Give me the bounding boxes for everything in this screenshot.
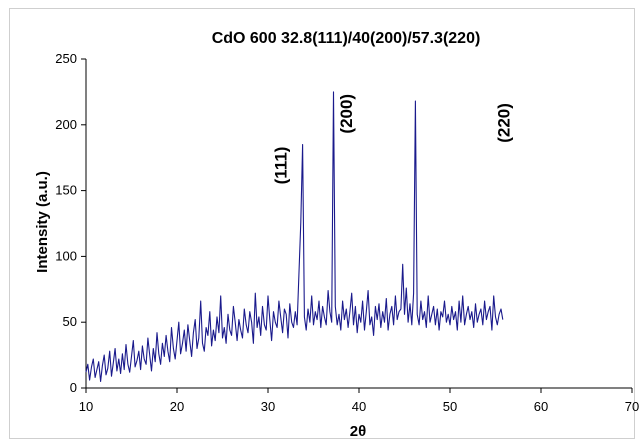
annotation-layer: (111) (200) (220) — [271, 94, 513, 184]
y-axis-label: Intensity (a.u.) — [34, 171, 51, 273]
data-line — [85, 91, 504, 382]
y-tick-label: 50 — [63, 314, 77, 329]
x-axis-label: 2θ — [350, 423, 366, 440]
x-tick-label: 70 — [625, 399, 639, 414]
series-layer — [85, 91, 504, 382]
y-tick-label: 250 — [55, 51, 77, 66]
x-tick-label: 20 — [170, 399, 184, 414]
y-tick-label: 150 — [55, 183, 77, 198]
chart-frame — [9, 8, 635, 439]
y-tick-label: 200 — [55, 117, 77, 132]
axes: 0 50 100 150 200 250 10 20 30 40 50 60 70 — [55, 51, 639, 414]
peak-label: (220) — [494, 103, 513, 143]
x-tick-label: 40 — [352, 399, 366, 414]
y-tick-label: 0 — [70, 380, 77, 395]
y-tick-label: 100 — [55, 248, 77, 263]
x-tick-label: 10 — [79, 399, 93, 414]
peak-label: (111) — [271, 147, 290, 185]
x-tick-label: 30 — [261, 399, 275, 414]
peak-label: (200) — [337, 94, 356, 134]
x-tick-label: 50 — [443, 399, 457, 414]
chart-title: CdO 600 32.8(111)/40(200)/57.3(220) — [212, 30, 481, 47]
x-tick-label: 60 — [534, 399, 548, 414]
